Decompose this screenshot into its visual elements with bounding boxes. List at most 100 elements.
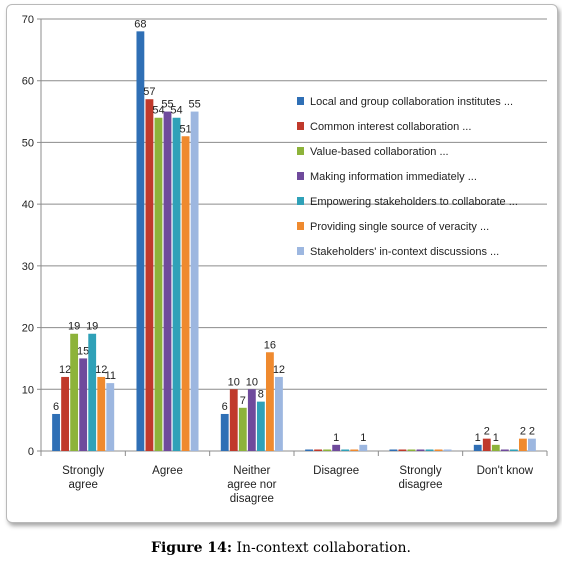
y-tick-label: 70 <box>22 14 34 26</box>
figure-caption: Figure 14: In-context collaboration. <box>0 540 562 556</box>
data-label: 15 <box>77 345 89 357</box>
legend-swatch <box>297 197 304 205</box>
legend-swatch <box>297 122 304 130</box>
bar <box>407 449 416 451</box>
legend-swatch <box>297 172 304 180</box>
legend-swatch <box>297 147 304 155</box>
legend-entry: Providing single source of veracity ... <box>310 221 489 233</box>
legend-swatch <box>297 247 304 255</box>
bar <box>220 413 229 451</box>
x-tick-label-line: Don't know <box>477 465 534 477</box>
data-label: 1 <box>493 432 499 444</box>
bar <box>518 438 527 451</box>
bar <box>70 333 79 451</box>
bar <box>154 117 163 451</box>
bar <box>473 444 482 451</box>
bar <box>61 376 70 451</box>
data-label: 2 <box>520 426 526 438</box>
x-tick-label-line: Neither <box>233 465 270 477</box>
data-label: 1 <box>333 432 339 444</box>
y-tick-label: 0 <box>28 446 34 458</box>
x-tick-label-line: Agree <box>152 465 183 477</box>
bar <box>509 449 518 451</box>
data-label: 6 <box>53 401 59 413</box>
data-label: 19 <box>86 321 98 333</box>
y-tick-label: 40 <box>22 199 34 211</box>
data-label: 2 <box>529 426 535 438</box>
bar <box>79 358 88 451</box>
bar <box>416 449 425 451</box>
data-label: 16 <box>264 339 276 351</box>
bar <box>145 99 154 451</box>
legend-swatch <box>297 222 304 230</box>
data-label: 12 <box>59 364 71 376</box>
bar <box>97 376 106 451</box>
x-tick-label: Strongly disagree <box>398 465 442 491</box>
bar <box>238 407 247 451</box>
x-tick-label: Neither agree nor disagree <box>227 465 276 505</box>
caption-text: In-context collaboration. <box>232 540 411 556</box>
y-tick-label: 60 <box>22 76 34 88</box>
data-label: 57 <box>143 86 155 98</box>
data-label: 12 <box>273 364 285 376</box>
bar <box>256 401 265 451</box>
bar-chart: 0102030405060706686112571021954711555101… <box>22 14 548 505</box>
bar <box>229 389 238 451</box>
legend-swatch <box>297 97 304 105</box>
bar <box>247 389 256 451</box>
bar <box>341 449 350 451</box>
bar <box>163 111 172 452</box>
bar <box>500 449 509 451</box>
bar <box>172 117 181 451</box>
bar <box>434 449 443 451</box>
data-label: 2 <box>484 426 490 438</box>
data-label: 10 <box>228 376 240 388</box>
x-tick-label-line: Strongly <box>399 465 441 477</box>
legend-entry: Empowering stakeholders to collaborate .… <box>310 196 518 208</box>
bar <box>305 449 313 451</box>
bar <box>314 449 323 451</box>
x-tick-label: Agree <box>152 465 183 477</box>
legend-entry: Local and group collaboration institutes… <box>310 96 513 108</box>
y-tick-label: 20 <box>22 323 34 335</box>
bar <box>425 449 434 451</box>
bar <box>491 444 500 451</box>
data-label: 1 <box>475 432 481 444</box>
caption-label: Figure 14: <box>151 540 233 556</box>
bar <box>88 333 97 451</box>
bar <box>265 352 274 451</box>
x-tick-label-line: agree <box>68 479 97 491</box>
chart-frame: 0 10 20 30 40 50 60 70 6 68 6 1 12 57 10 2 19 54 7 1 15 55 10 1… <box>6 4 558 523</box>
bar <box>482 438 491 451</box>
x-tick-label-line: disagree <box>398 479 442 491</box>
x-tick-label-line: Strongly <box>62 465 104 477</box>
bar <box>398 449 407 451</box>
bar <box>332 444 341 451</box>
data-label: 8 <box>258 389 264 401</box>
y-tick-label: 10 <box>22 384 34 396</box>
data-label: 12 <box>95 364 107 376</box>
data-label: 51 <box>179 123 191 135</box>
bar <box>389 449 398 451</box>
data-label: 55 <box>188 99 200 111</box>
y-tick-label: 30 <box>22 261 34 273</box>
bar <box>106 383 115 451</box>
data-label: 54 <box>170 105 182 117</box>
data-label: 11 <box>105 370 116 382</box>
bar <box>181 136 190 451</box>
bar <box>443 449 452 451</box>
x-tick-label: Disagree <box>313 465 359 477</box>
data-label: 1 <box>360 432 366 444</box>
legend-entry: Making information immediately ... <box>310 171 477 183</box>
data-label: 10 <box>246 376 258 388</box>
data-label: 6 <box>222 401 228 413</box>
bar <box>136 31 145 451</box>
x-tick-label-line: disagree <box>230 493 274 505</box>
data-label: 55 <box>161 99 173 111</box>
y-tick-label: 50 <box>22 137 34 149</box>
x-tick-label: Don't know <box>477 465 534 477</box>
data-label: 19 <box>68 321 80 333</box>
legend-entry: Value-based collaboration ... <box>310 146 449 158</box>
bar <box>190 111 199 452</box>
x-tick-label: Strongly agree <box>62 465 104 491</box>
